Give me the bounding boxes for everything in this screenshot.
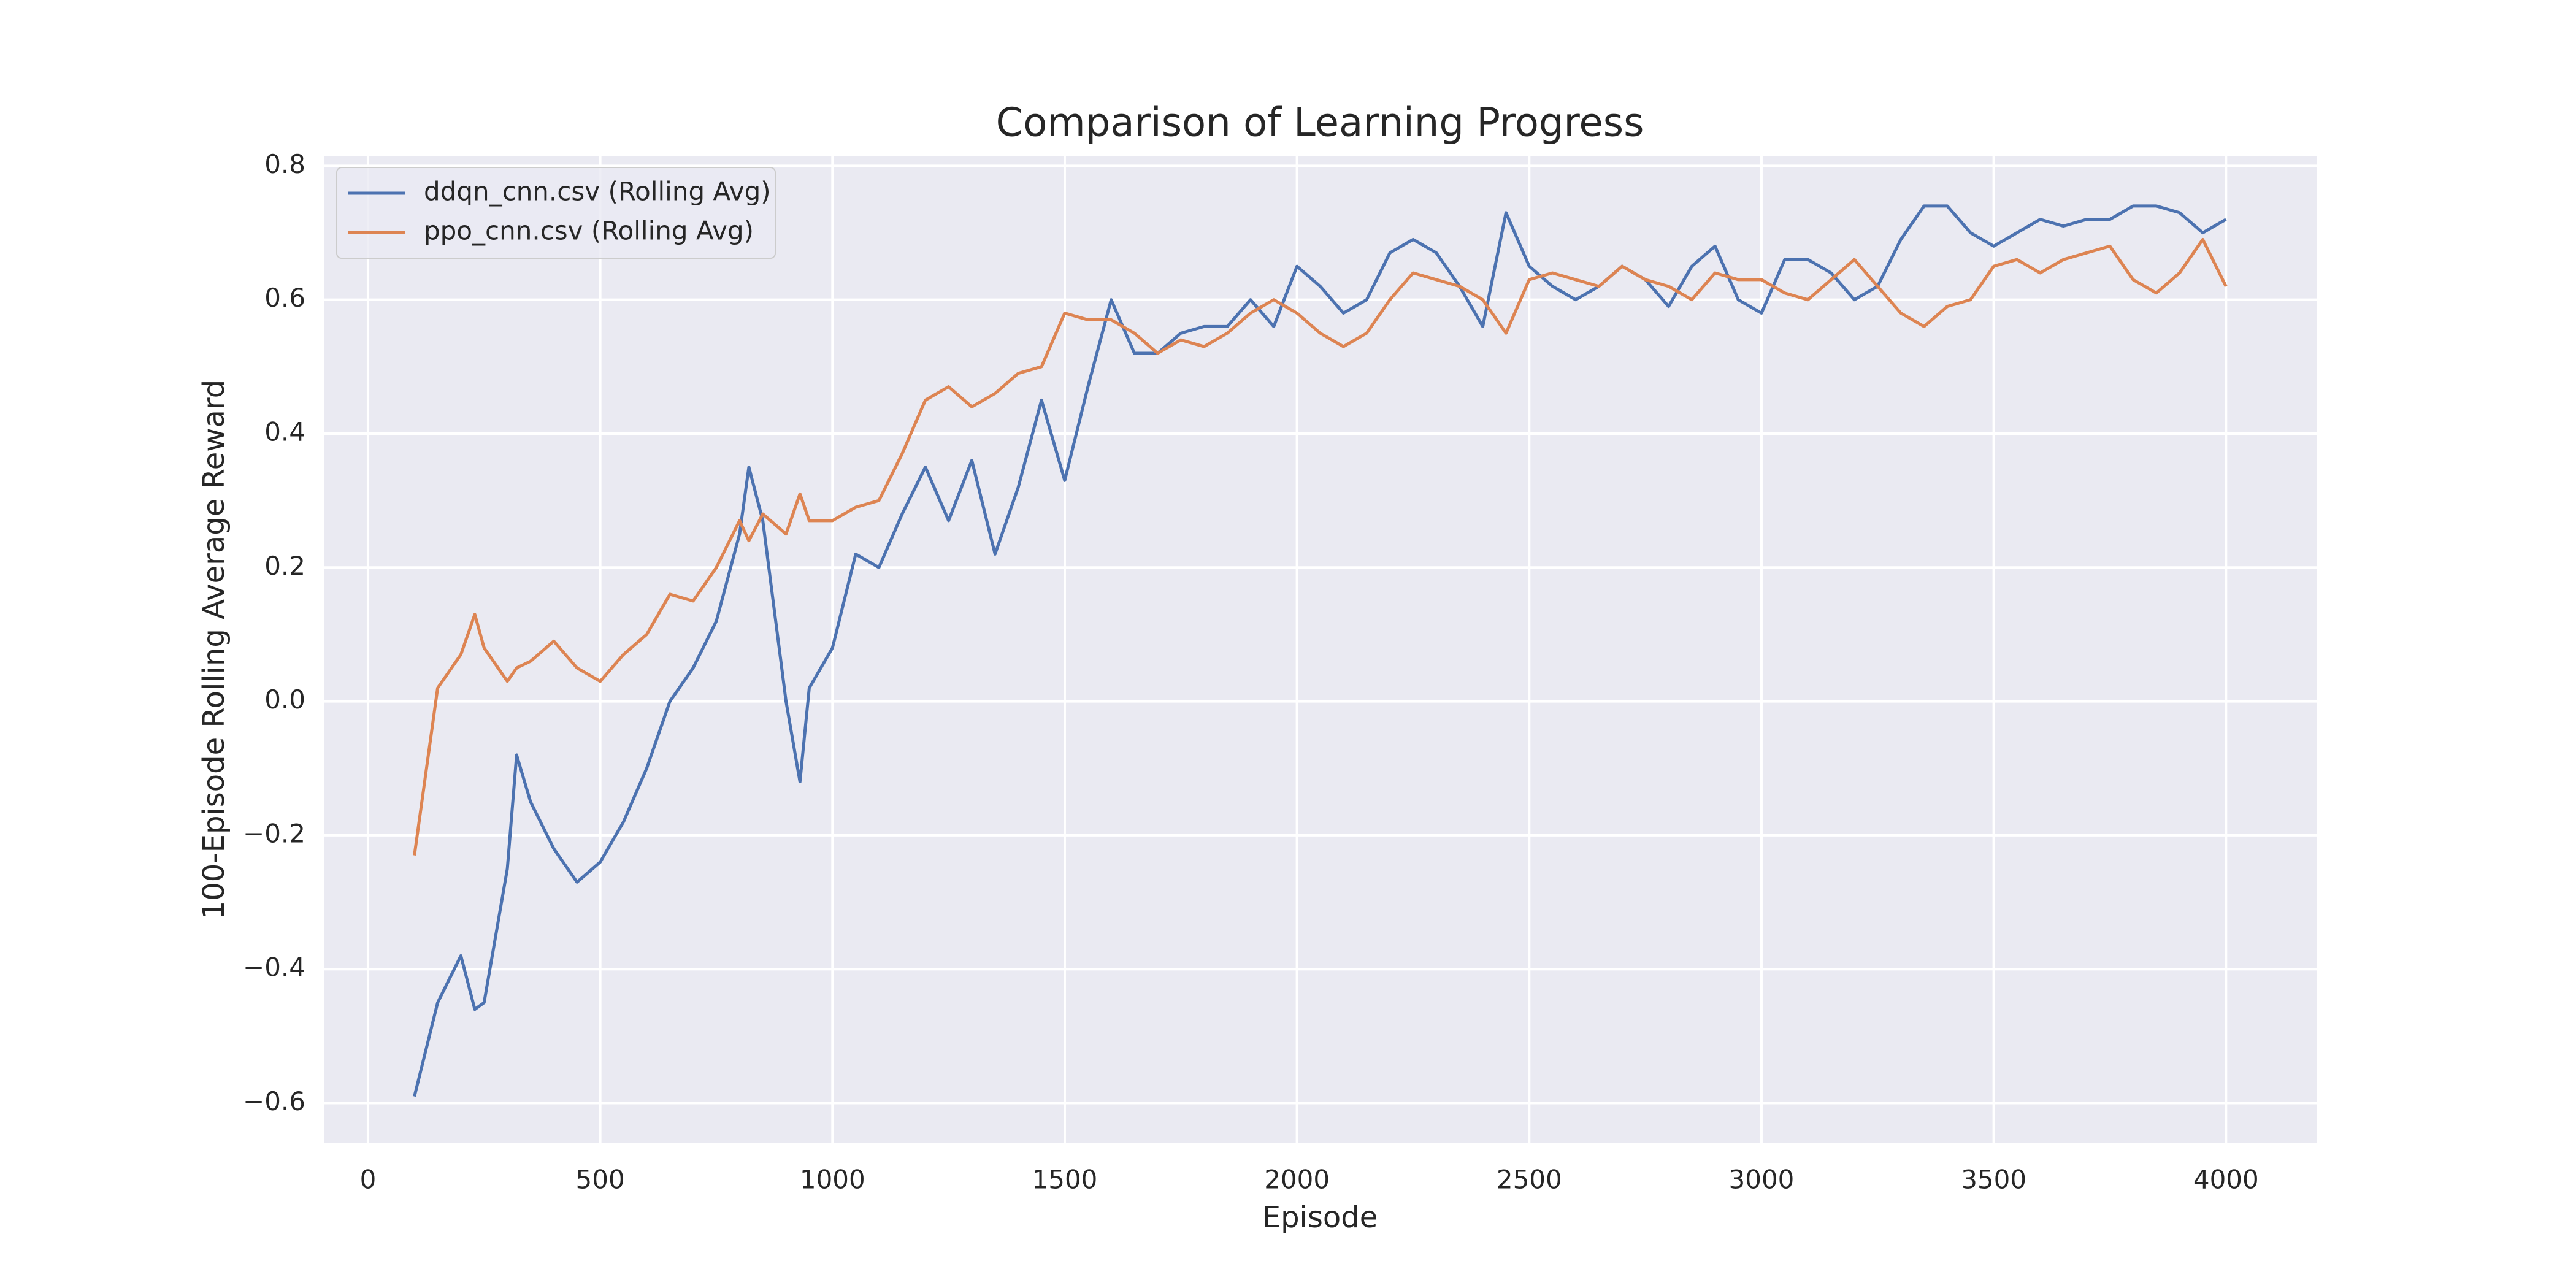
x-tick-label: 2500 [1497,1165,1562,1195]
y-tick-label: 0.0 [264,684,305,715]
x-axis-label: Episode [1262,1200,1378,1235]
y-tick-label: −0.6 [243,1086,305,1116]
chart-title: Comparison of Learning Progress [996,101,1644,146]
x-tick-label: 2000 [1264,1165,1330,1195]
data-line [413,204,2227,1097]
y-axis-label: 100-Episode Rolling Average Reward [197,380,231,920]
plot-lines [413,204,2228,1097]
y-tick-label: −0.2 [243,818,305,848]
grid [324,156,2317,1143]
x-tick-label: 500 [576,1165,625,1195]
y-tick-label: 0.8 [264,149,305,179]
x-tick-label: 3000 [1729,1165,1795,1195]
legend-label: ddqn_cnn.csv (Rolling Avg) [424,177,771,207]
x-tick-label: 4000 [2193,1165,2259,1195]
x-tick-label: 1000 [800,1165,865,1195]
y-tick-label: 0.4 [264,416,305,447]
legend-box [336,167,776,259]
plot-background [324,156,2317,1143]
legend: ddqn_cnn.csv (Rolling Avg) ppo_cnn.csv (R… [336,167,776,259]
x-tick-label: 1500 [1032,1165,1098,1195]
y-tick-label: 0.6 [264,283,305,313]
y-tick-label: −0.4 [243,953,305,983]
x-tick-label: 3500 [1961,1165,2026,1195]
y-tick-label: 0.2 [264,551,305,581]
legend-label: ppo_cnn.csv (Rolling Avg) [424,216,754,246]
data-line [413,237,2228,856]
x-tick-label: 0 [360,1165,377,1195]
